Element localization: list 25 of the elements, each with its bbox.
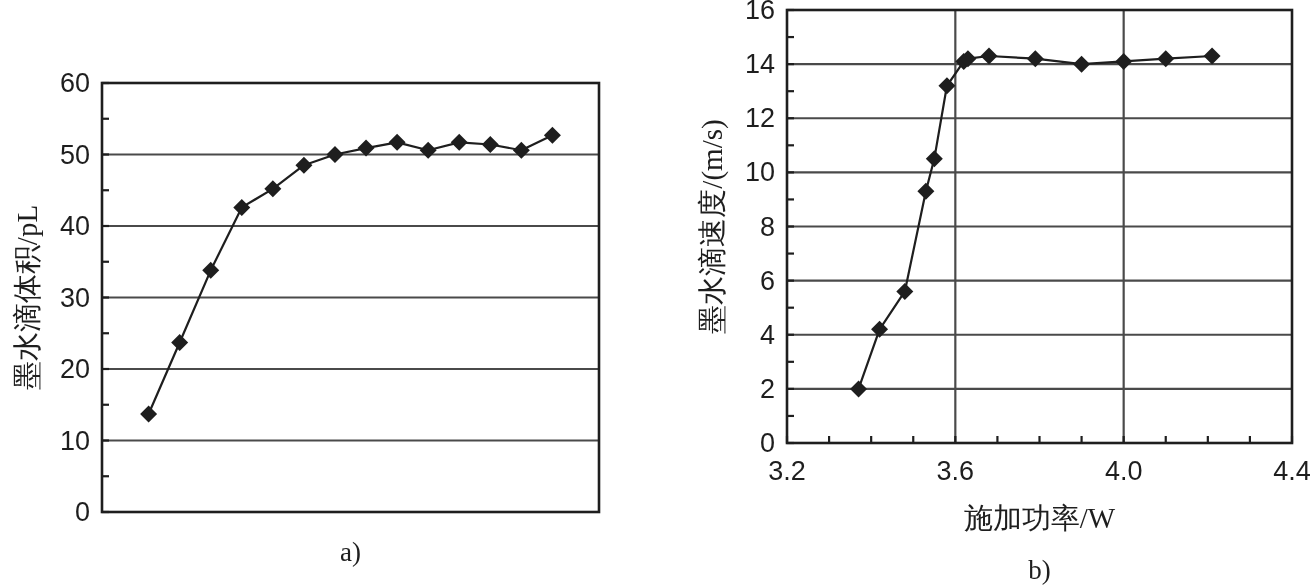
y-tick-label: 0 <box>759 428 775 458</box>
y-tick-label: 14 <box>744 49 775 80</box>
x-tick-label: 3.6 <box>936 456 975 486</box>
y-tick-label: 10 <box>744 157 775 188</box>
text: a) <box>340 537 361 567</box>
y-axis-title: 墨水滴体积/pL <box>11 204 43 391</box>
text: b) <box>1028 555 1051 585</box>
y-tick-label: 60 <box>59 68 90 98</box>
y-tick-label: 2 <box>759 373 775 404</box>
y-tick-label: 6 <box>759 265 775 296</box>
y-tick-label: 8 <box>759 211 775 242</box>
y-tick-label: 20 <box>59 354 90 384</box>
y-tick-label: 4 <box>759 319 775 350</box>
x-tick-label: 4.0 <box>1104 456 1143 486</box>
x-tick-label: 4.4 <box>1273 456 1311 486</box>
x-axis-title: 施加功率/W <box>963 502 1116 534</box>
y-tick-label: 16 <box>744 0 775 25</box>
y-tick-label: 12 <box>744 103 775 134</box>
y-axis-title: 墨水滴速度/(m/s) <box>696 119 729 334</box>
y-tick-label: 30 <box>59 282 90 313</box>
y-tick-label: 0 <box>74 497 90 527</box>
y-tick-label: 40 <box>59 211 90 241</box>
y-tick-label: 50 <box>59 139 90 170</box>
y-tick-label: 10 <box>59 425 90 456</box>
x-tick-label: 3.2 <box>768 456 806 486</box>
